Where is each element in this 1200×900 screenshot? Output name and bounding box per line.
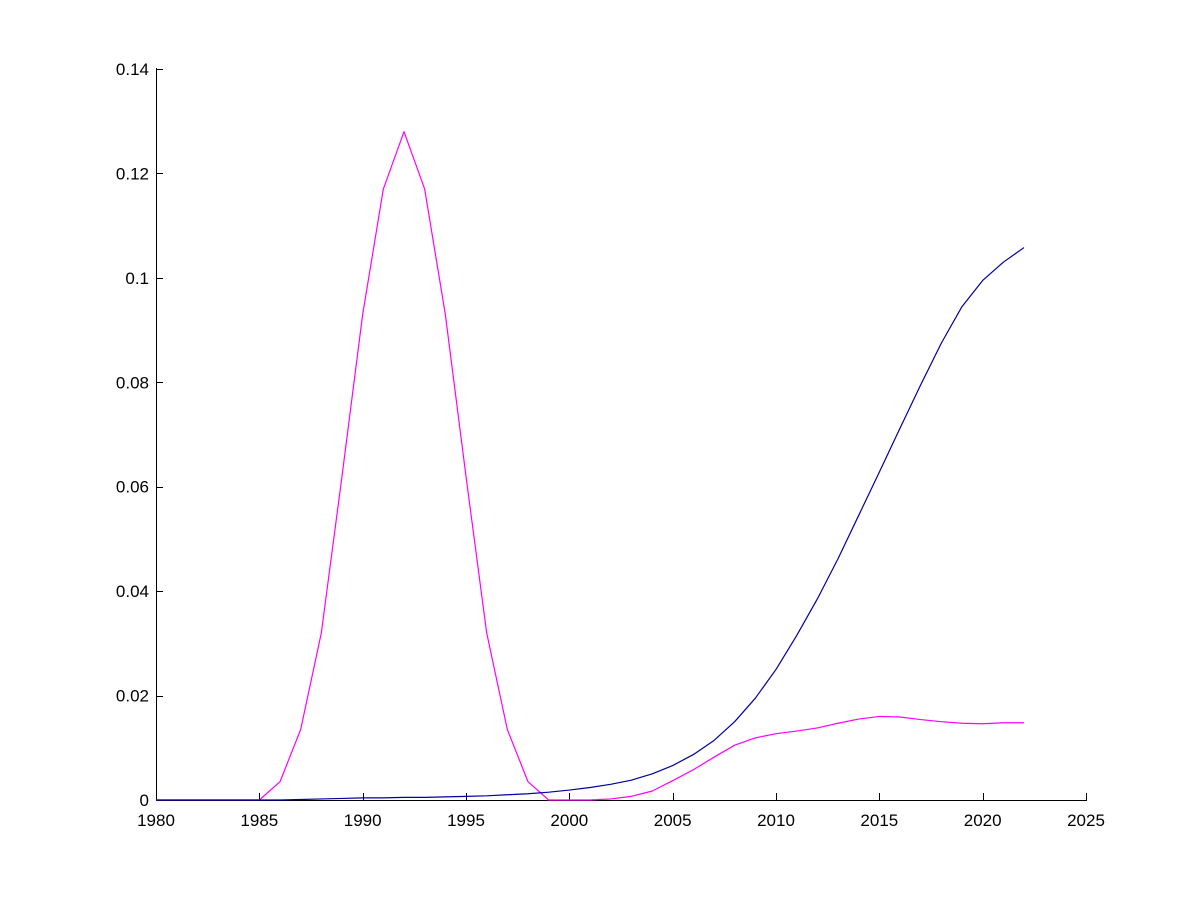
x-tick-label: 2010 [757, 811, 795, 830]
y-tick-label: 0.12 [116, 164, 149, 183]
series-group [156, 131, 1025, 801]
y-tick-label: 0 [140, 791, 149, 810]
x-tick-label: 2005 [654, 811, 692, 830]
series-line-1 [156, 131, 1024, 801]
x-tick-label: 2000 [550, 811, 588, 830]
x-tick-label: 1980 [137, 811, 175, 830]
y-axis-ticks: 0 0.02 0.04 0.06 0.08 0.1 0.12 0.14 [116, 60, 163, 810]
y-tick-label: 0.14 [116, 60, 149, 79]
y-tick-label: 0.06 [116, 478, 149, 497]
x-axis-ticks: 1980 1985 1990 1995 2000 2005 2010 2015 2020 2025 [137, 793, 1105, 830]
x-tick-label: 2020 [964, 811, 1002, 830]
x-tick-label: 1995 [447, 811, 485, 830]
x-tick-label: 1985 [240, 811, 278, 830]
x-tick-label: 2025 [1067, 811, 1105, 830]
y-tick-label: 0.02 [116, 687, 149, 706]
x-tick-label: 1990 [344, 811, 382, 830]
plot-area: 1980 1985 1990 1995 2000 2005 2010 2015 2020 2025… [116, 60, 1105, 830]
y-tick-label: 0.04 [116, 582, 149, 601]
y-tick-label: 0.1 [125, 269, 149, 288]
series-line-2 [156, 247, 1025, 801]
x-tick-label: 2015 [860, 811, 898, 830]
y-tick-label: 0.08 [116, 373, 149, 392]
